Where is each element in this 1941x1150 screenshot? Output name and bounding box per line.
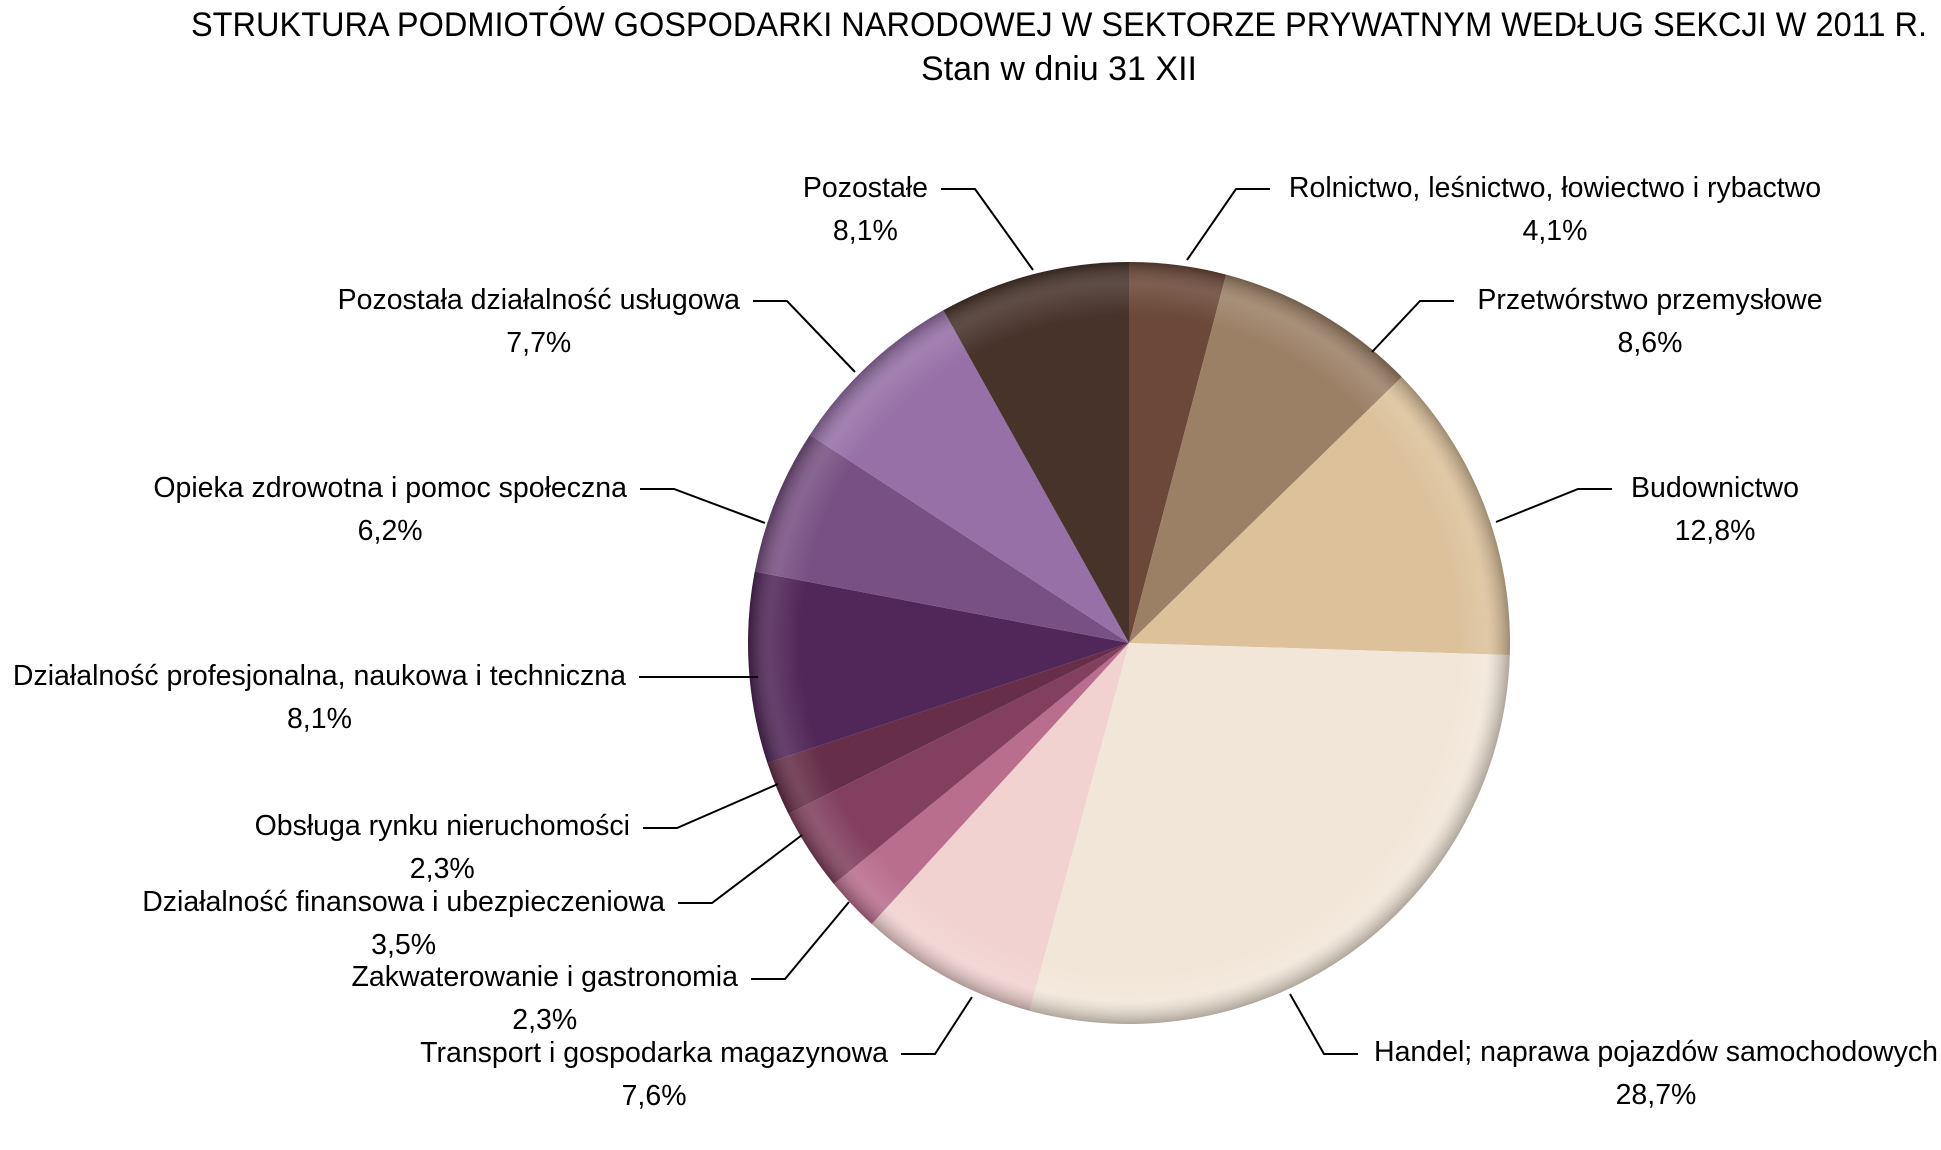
slice-value-label: 28,7% — [1616, 1079, 1697, 1111]
slice-labels: Rolnictwo, leśnictwo, łowiectwo i rybact… — [13, 172, 1938, 1112]
leader-line — [678, 834, 803, 904]
slice-label: Działalność profesjonalna, naukowa i tec… — [13, 660, 626, 692]
leader-line — [753, 300, 856, 373]
chart-title: STRUKTURA PODMIOTÓW GOSPODARKI NARODOWEJ… — [191, 6, 1927, 44]
leader-line — [1495, 488, 1612, 523]
leader-line — [640, 488, 766, 524]
slice-label: Rolnictwo, leśnictwo, łowiectwo i rybact… — [1289, 172, 1821, 204]
slice-value-label: 8,6% — [1618, 327, 1683, 359]
slice-value-label: 2,3% — [410, 853, 475, 885]
slice-value-label: 8,1% — [287, 703, 352, 735]
slice-label: Zakwaterowanie i gastronomia — [351, 961, 738, 993]
slice-value-label: 7,7% — [506, 327, 571, 359]
slice-label: Przetwórstwo przemysłowe — [1477, 284, 1822, 316]
leader-line — [1371, 300, 1454, 353]
leader-line — [901, 996, 973, 1055]
slice-value-label: 6,2% — [358, 515, 423, 547]
slice-label: Opieka zdrowotna i pomoc społeczna — [153, 472, 627, 504]
slice-label: Transport i gospodarka magazynowa — [420, 1037, 888, 1069]
leader-line — [941, 188, 1034, 271]
leader-line — [643, 783, 779, 829]
slice-label: Budownictwo — [1631, 472, 1799, 504]
slice-label: Handel; naprawa pojazdów samochodowych — [1374, 1036, 1938, 1068]
slice-value-label: 8,1% — [833, 215, 898, 247]
leader-line — [751, 901, 850, 980]
slice-label: Obsługa rynku nieruchomości — [255, 810, 630, 842]
slice-label: Pozostałe — [803, 172, 928, 204]
leader-line — [1289, 993, 1358, 1055]
slice-value-label: 4,1% — [1523, 215, 1588, 247]
slice-value-label: 3,5% — [371, 929, 436, 961]
pie-slices — [747, 262, 1510, 1024]
slice-value-label: 12,8% — [1675, 515, 1756, 547]
chart-subtitle: Stan w dniu 31 XII — [921, 50, 1197, 88]
leader-line — [1186, 188, 1270, 261]
slice-value-label: 7,6% — [622, 1080, 687, 1112]
slice-label: Pozostała działalność usługowa — [338, 284, 741, 316]
slice-label: Działalność finansowa i ubezpieczeniowa — [142, 886, 665, 918]
leader-lines — [639, 188, 1612, 1055]
slice-value-label: 2,3% — [512, 1004, 577, 1036]
